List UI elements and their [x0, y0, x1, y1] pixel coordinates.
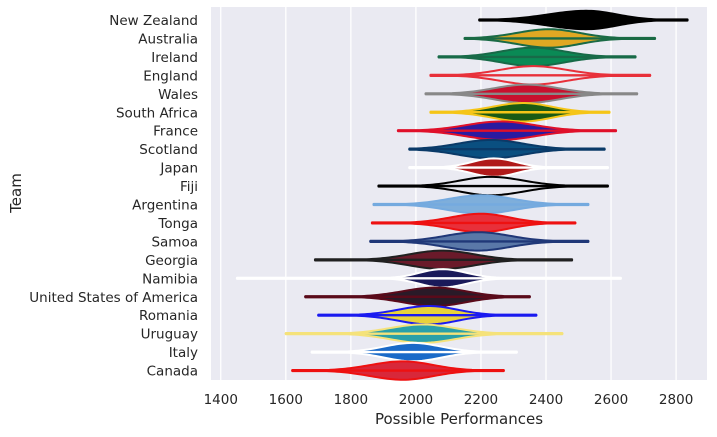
- x-tick-label: 1400: [204, 392, 238, 408]
- x-tick-label: 1800: [334, 392, 368, 408]
- violin: [313, 249, 574, 271]
- grid-lines: [220, 7, 677, 380]
- violin: [291, 360, 505, 381]
- x-tick-label: 2800: [659, 392, 693, 408]
- y-tick-label: Uruguay: [141, 327, 198, 343]
- y-tick-label: Fiji: [180, 179, 198, 195]
- x-tick-label: 2400: [529, 392, 563, 408]
- y-tick-label: South Africa: [116, 105, 198, 121]
- y-tick-label: Tonga: [157, 216, 198, 232]
- x-tick-label: 1600: [269, 392, 303, 408]
- x-axis-label: Possible Performances: [375, 410, 543, 428]
- y-tick-label: Romania: [139, 308, 198, 324]
- y-axis-label: Team: [7, 173, 25, 214]
- violin: [370, 212, 577, 234]
- x-tick-labels: 1400 1600 1800 2000 2200 2400 2600 2800: [204, 392, 694, 408]
- violin: [478, 9, 689, 31]
- violin: [396, 120, 618, 141]
- y-tick-label: Canada: [147, 364, 198, 380]
- y-tick-label: Georgia: [145, 253, 198, 269]
- violin: [429, 102, 611, 123]
- y-tick-label: France: [153, 124, 198, 140]
- violin: [377, 175, 609, 197]
- violin-series: [235, 9, 689, 381]
- y-tick-label: England: [143, 68, 198, 84]
- y-tick-label: Ireland: [151, 50, 198, 66]
- y-tick-label: Scotland: [139, 142, 198, 158]
- y-tick-label: United States of America: [29, 290, 198, 306]
- violin: [429, 65, 652, 86]
- violin: [317, 305, 538, 326]
- violin: [437, 46, 637, 68]
- x-tick-label: 2000: [399, 392, 433, 408]
- y-tick-label: Namibia: [142, 271, 198, 287]
- violin: [369, 231, 590, 252]
- y-tick-labels: New Zealand Australia Ireland England Wales S…: [29, 13, 198, 380]
- violin: [372, 194, 590, 215]
- y-tick-label: Argentina: [132, 198, 198, 214]
- violin: [424, 83, 639, 104]
- y-tick-label: Japan: [159, 161, 198, 177]
- violin: [463, 28, 657, 49]
- violin: [310, 341, 518, 363]
- violin: [235, 268, 623, 289]
- violin: [408, 138, 606, 160]
- y-tick-label: Samoa: [151, 234, 198, 250]
- violin: [304, 286, 531, 307]
- y-tick-label: Australia: [138, 31, 198, 47]
- y-tick-label: Wales: [158, 87, 198, 103]
- y-tick-label: New Zealand: [109, 13, 198, 29]
- x-tick-label: 2600: [594, 392, 628, 408]
- x-tick-label: 2200: [464, 392, 498, 408]
- y-tick-label: Italy: [169, 345, 198, 361]
- violin: [408, 157, 609, 178]
- violin: [284, 323, 564, 344]
